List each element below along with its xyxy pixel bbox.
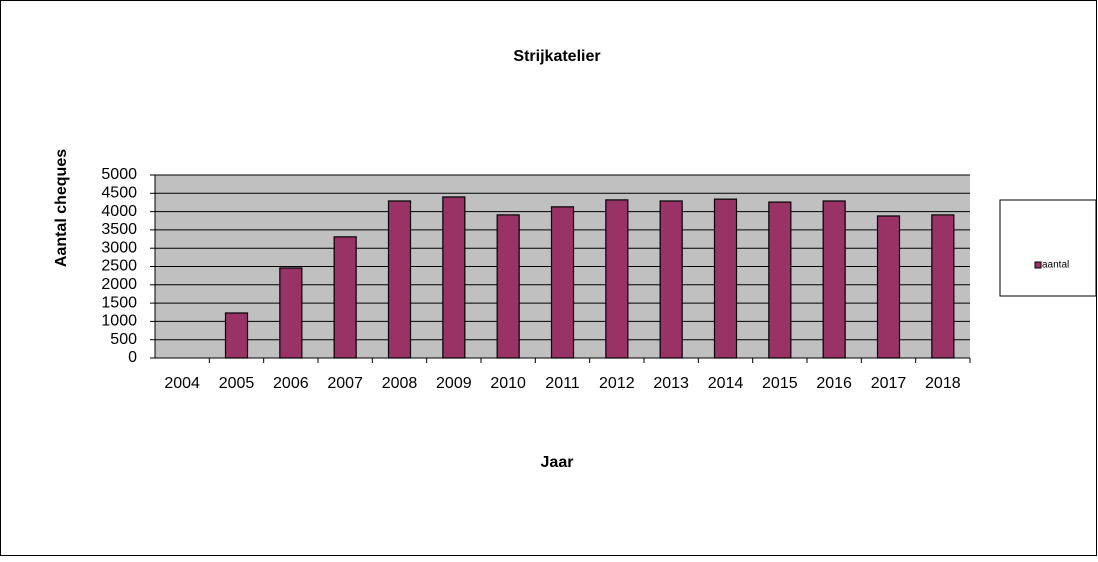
legend-swatch — [1034, 261, 1042, 269]
legend-box — [999, 199, 1097, 297]
chart-title: Strijkatelier — [513, 48, 600, 65]
bar — [550, 206, 575, 359]
y-tick-label: 3500 — [101, 221, 137, 238]
x-tick-label: 2015 — [762, 375, 798, 392]
y-tick-label: 5000 — [101, 166, 137, 183]
legend-label: aantal — [1042, 260, 1069, 271]
x-tick-label: 2018 — [925, 375, 961, 392]
y-tick-label: 1500 — [101, 294, 137, 311]
bar — [822, 200, 846, 359]
bar — [442, 196, 466, 359]
y-tick-label: 3000 — [101, 239, 137, 256]
x-tick-label: 2006 — [273, 375, 309, 392]
bar — [713, 198, 738, 359]
x-axis-label: Jaar — [541, 454, 574, 471]
y-tick-label: 4500 — [101, 185, 137, 202]
y-tick-label: 0 — [128, 349, 137, 366]
x-tick-label: 2017 — [871, 375, 907, 392]
y-tick-label: 1000 — [101, 313, 137, 330]
bar — [279, 267, 303, 359]
x-tick-label: 2011 — [545, 375, 580, 392]
y-axis-label: Aantal cheques — [53, 149, 70, 267]
x-tick-label: 2005 — [219, 375, 255, 392]
x-tick-label: 2010 — [490, 375, 526, 392]
x-tick-label: 2013 — [653, 375, 689, 392]
y-tick-label: 500 — [110, 331, 137, 348]
x-tick-label: 2007 — [327, 375, 363, 392]
bar — [931, 214, 955, 359]
bar — [768, 201, 792, 359]
bar — [659, 200, 683, 359]
y-tick-label: 4000 — [101, 203, 137, 220]
bar — [605, 199, 629, 359]
bar — [876, 215, 901, 359]
bar — [496, 214, 520, 359]
y-tick-label: 2000 — [101, 276, 137, 293]
x-tick-label: 2008 — [382, 375, 418, 392]
bar — [224, 312, 249, 359]
x-tick-label: 2012 — [599, 375, 635, 392]
bar — [387, 200, 412, 359]
x-tick-label: 2004 — [164, 375, 200, 392]
x-tick-label: 2009 — [436, 375, 472, 392]
y-tick-label: 2500 — [101, 258, 137, 275]
x-tick-label: 2016 — [816, 375, 852, 392]
x-tick-label: 2014 — [708, 375, 744, 392]
bar — [333, 236, 357, 359]
